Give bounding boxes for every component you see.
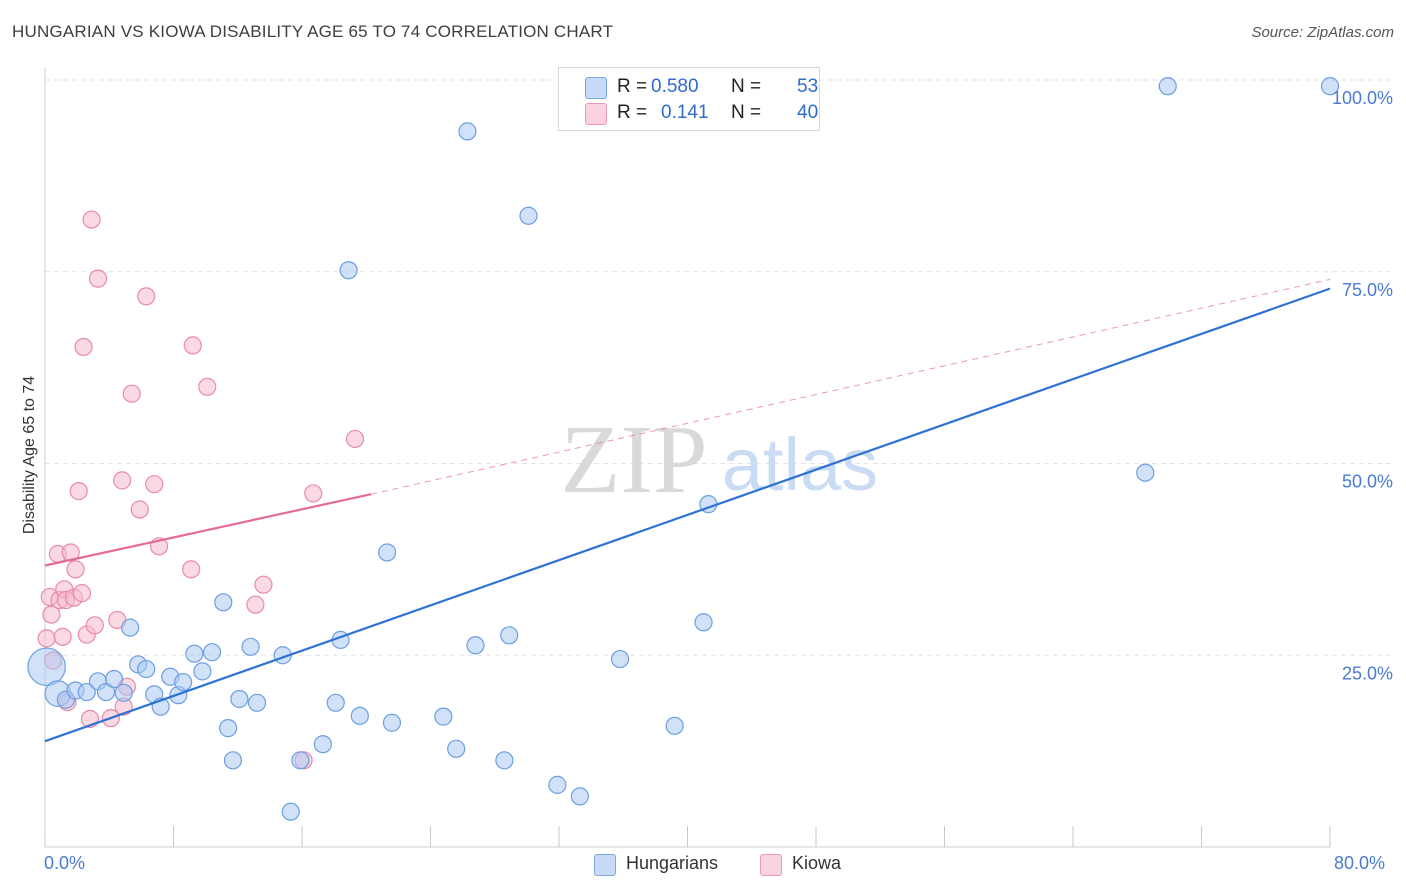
data-point-hungarians (570, 787, 589, 806)
data-point-hungarians (121, 618, 140, 637)
y-tick-label: 75.0% (1342, 280, 1393, 300)
data-point-hungarians (174, 672, 193, 692)
data-point-kiowa (182, 560, 201, 579)
source-label: Source: ZipAtlas.com (1251, 24, 1394, 41)
data-point-hungarians (434, 707, 453, 726)
data-point-hungarians (447, 739, 466, 758)
data-point-kiowa (82, 210, 101, 229)
data-point-kiowa (42, 605, 61, 624)
data-point-hungarians (519, 206, 538, 225)
data-point-hungarians (219, 719, 238, 738)
y-tick-labels: 25.0% 50.0% 75.0% 100.0% (1332, 88, 1393, 683)
data-point-hungarians (96, 682, 116, 702)
data-point-kiowa (183, 336, 202, 355)
bottom-legend-swatch-hungarians (594, 854, 616, 876)
bottom-legend-swatch-kiowa (760, 854, 782, 876)
data-point-hungarians (458, 122, 477, 141)
legend-r-value: 0.580 (651, 76, 699, 97)
legend-r-label: R = (617, 102, 648, 123)
data-point-hungarians (114, 683, 133, 702)
data-point-hungarians (548, 775, 567, 794)
correlation-legend: R = 0.580 N = 53 R = 0.141 N = 40 (558, 67, 820, 131)
y-tick-label: 50.0% (1342, 472, 1393, 492)
data-point-kiowa (37, 629, 56, 648)
data-point-kiowa (112, 471, 132, 490)
chart-title: HUNGARIAN VS KIOWA DISABILITY AGE 65 TO … (12, 22, 614, 41)
x-tick-label-max: 80.0% (1334, 853, 1386, 873)
data-point-kiowa (198, 377, 217, 396)
data-point-hungarians (466, 636, 485, 655)
data-point-hungarians (1136, 463, 1155, 482)
data-point-hungarians (27, 647, 66, 687)
trend-line-kiowa-extension (370, 278, 1331, 495)
data-point-hungarians (104, 669, 124, 689)
data-point-hungarians (77, 682, 96, 702)
y-tick-label: 25.0% (1342, 663, 1393, 683)
data-point-hungarians (694, 613, 713, 632)
bottom-legend-label-kiowa: Kiowa (792, 853, 842, 873)
data-point-hungarians (339, 261, 358, 280)
axes (44, 68, 1331, 848)
trend-line-kiowa (44, 493, 372, 567)
data-point-hungarians (500, 626, 519, 645)
data-point-hungarians (291, 751, 310, 770)
data-point-hungarians (665, 716, 684, 735)
legend-n-value: 53 (797, 76, 819, 97)
data-point-hungarians (350, 706, 369, 725)
data-point-kiowa (74, 337, 93, 357)
legend-r-label: R = (617, 76, 648, 97)
data-point-kiowa (88, 269, 108, 288)
data-point-kiowa (66, 560, 85, 579)
data-point-kiowa (85, 616, 104, 635)
watermark-atlas: atlas (722, 423, 878, 506)
trend-line-hungarians (44, 287, 1331, 743)
data-point-kiowa (69, 482, 88, 501)
data-point-kiowa (130, 500, 149, 519)
data-point-hungarians (185, 644, 204, 663)
data-point-hungarians (281, 802, 300, 821)
legend-n-label: N = (731, 76, 762, 97)
data-point-kiowa (145, 475, 164, 494)
legend-swatch-hungarians (585, 77, 607, 99)
data-point-kiowa (53, 627, 72, 646)
data-point-hungarians (193, 662, 212, 681)
data-point-hungarians (223, 751, 243, 770)
data-point-kiowa (246, 595, 265, 614)
gridlines (45, 79, 1395, 656)
data-point-hungarians (378, 543, 397, 562)
data-point-hungarians (326, 693, 345, 712)
data-point-hungarians (610, 649, 630, 669)
data-point-hungarians (230, 689, 249, 709)
legend-n-value: 40 (797, 102, 819, 123)
data-point-kiowa (137, 287, 156, 306)
data-points (27, 77, 1340, 821)
data-point-hungarians (202, 643, 222, 662)
trend-lines (44, 278, 1331, 743)
data-point-hungarians (137, 659, 156, 679)
y-tick-label: 100.0% (1332, 88, 1393, 108)
legend-r-value: 0.141 (661, 102, 709, 123)
x-tick-label-min: 0.0% (44, 853, 86, 873)
bottom-legend-label-hungarians: Hungarians (626, 853, 719, 873)
data-point-kiowa (304, 484, 323, 503)
data-point-hungarians (1158, 77, 1177, 96)
data-point-hungarians (382, 713, 402, 732)
data-point-kiowa (72, 584, 92, 603)
legend-swatch-kiowa (585, 103, 607, 125)
data-point-hungarians (313, 735, 332, 754)
data-point-hungarians (214, 593, 233, 612)
data-point-hungarians (1320, 77, 1340, 96)
data-point-kiowa (345, 429, 365, 449)
data-point-kiowa (254, 575, 273, 594)
data-point-kiowa (122, 384, 141, 403)
data-point-hungarians (495, 751, 514, 770)
data-point-hungarians (247, 693, 267, 712)
data-point-hungarians (241, 637, 260, 656)
legend-n-label: N = (731, 102, 762, 123)
watermark-zip: ZIP (561, 406, 708, 514)
watermark: ZIP atlas (561, 406, 879, 514)
